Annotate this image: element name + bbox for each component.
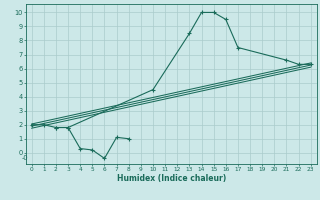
- X-axis label: Humidex (Indice chaleur): Humidex (Indice chaleur): [116, 174, 226, 183]
- Text: -0: -0: [22, 155, 28, 161]
